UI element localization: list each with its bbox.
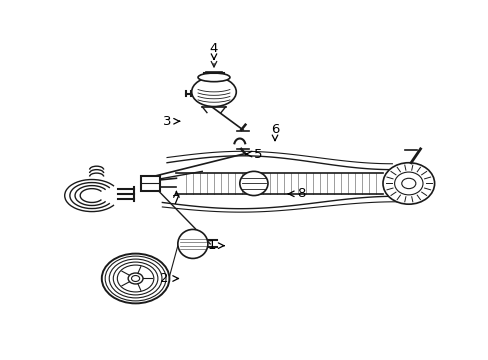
- Text: 4: 4: [209, 42, 218, 55]
- Ellipse shape: [382, 163, 434, 204]
- Ellipse shape: [191, 77, 236, 107]
- Ellipse shape: [239, 171, 267, 195]
- Circle shape: [401, 178, 415, 189]
- Text: 7: 7: [172, 194, 180, 207]
- FancyBboxPatch shape: [141, 176, 160, 191]
- Text: 6: 6: [270, 123, 279, 136]
- Text: 2: 2: [160, 272, 168, 285]
- Text: 5: 5: [254, 148, 262, 161]
- Ellipse shape: [178, 229, 207, 258]
- Circle shape: [102, 253, 169, 303]
- Text: 3: 3: [163, 115, 171, 128]
- Circle shape: [128, 273, 142, 284]
- Text: 1: 1: [207, 239, 215, 252]
- Ellipse shape: [198, 73, 229, 82]
- Text: 8: 8: [296, 187, 305, 200]
